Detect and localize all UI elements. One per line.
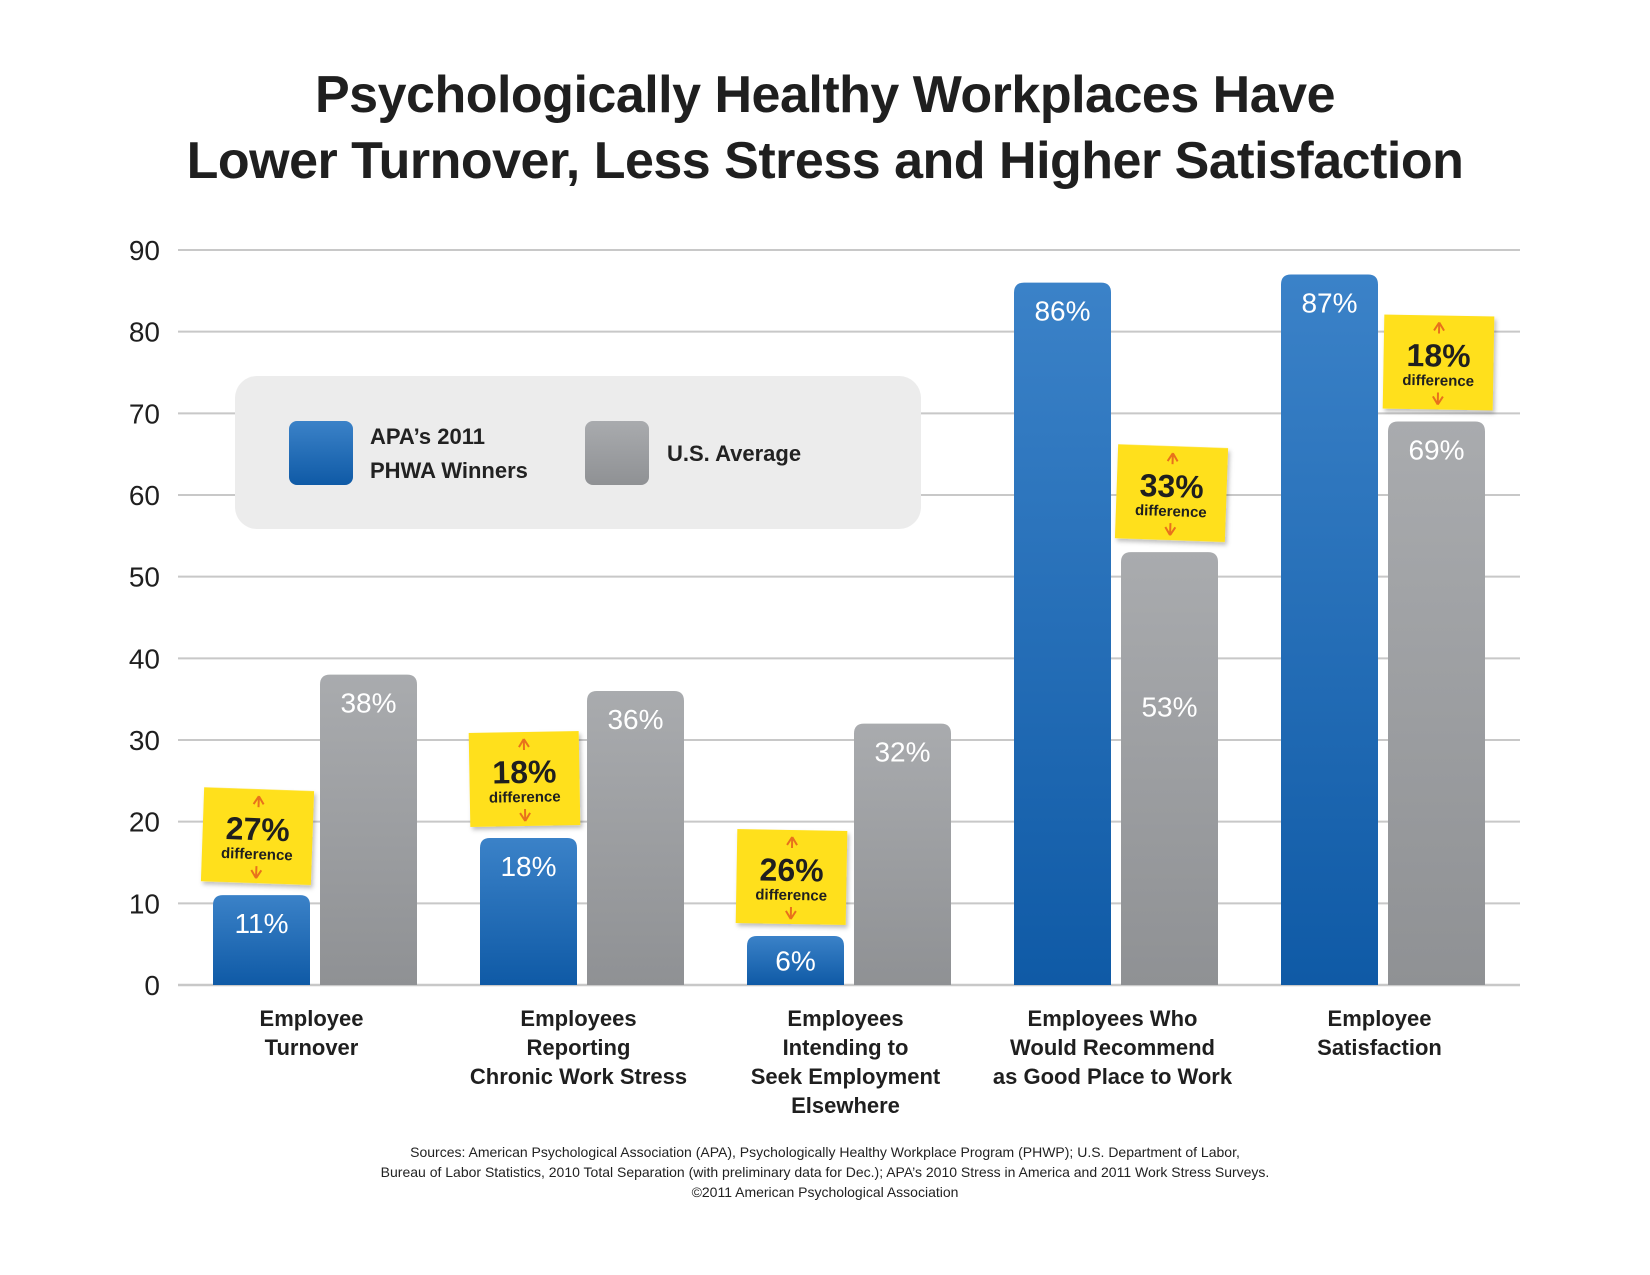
arrow-down-icon: [250, 866, 263, 879]
bar-value-label: 18%: [500, 851, 556, 882]
bar-apa: [747, 936, 844, 985]
arrow-down-icon: [785, 906, 797, 920]
difference-note: 26%difference: [735, 829, 848, 925]
legend-box: [235, 376, 921, 529]
difference-note-background: [1114, 444, 1229, 543]
chart-title-line-2: Lower Turnover, Less Stress and Higher S…: [186, 132, 1464, 190]
arrow-up-icon: [1433, 321, 1445, 334]
category-label: Employees: [520, 1006, 636, 1031]
arrow-up-icon: [786, 836, 798, 849]
copyright-line: ©2011 American Psychological Association: [691, 1184, 959, 1200]
bar-value-label: 69%: [1408, 435, 1464, 466]
category-label: Chronic Work Stress: [470, 1064, 687, 1089]
legend-swatch-apa: [289, 421, 353, 485]
difference-value: 33%: [1139, 467, 1204, 505]
difference-note-background: [735, 829, 848, 925]
bar-value-label: 6%: [775, 946, 815, 977]
category-label: Employees Who: [1028, 1006, 1198, 1031]
category-label: Satisfaction: [1317, 1035, 1442, 1060]
category-label: Elsewhere: [791, 1093, 900, 1118]
y-tick-label: 50: [129, 562, 160, 593]
y-tick-label: 40: [129, 643, 160, 674]
difference-notes: 27%difference18%difference26%difference3…: [200, 314, 1495, 925]
difference-word: difference: [221, 845, 293, 864]
bar-value-label: 87%: [1301, 288, 1357, 319]
category-label: as Good Place to Work: [993, 1064, 1233, 1089]
bar-us-average: [587, 691, 684, 985]
category-label: Intending to: [783, 1035, 909, 1060]
sources-footer: Sources: American Psychological Associat…: [0, 1142, 1650, 1202]
y-tick-label: 30: [129, 725, 160, 756]
arrow-up-icon: [252, 795, 265, 808]
difference-value: 18%: [492, 753, 557, 790]
bar-value-label: 36%: [607, 704, 663, 735]
y-tick-label: 90: [129, 235, 160, 266]
difference-value: 18%: [1406, 337, 1471, 374]
legend-label: U.S. Average: [667, 441, 801, 466]
bar-value-label: 86%: [1034, 296, 1090, 327]
difference-note-background: [1382, 314, 1495, 411]
difference-value: 27%: [225, 810, 290, 848]
category-label: Seek Employment: [751, 1064, 941, 1089]
category-label: Employee: [1328, 1006, 1432, 1031]
bar-value-label: 38%: [340, 688, 396, 719]
y-tick-label: 60: [129, 480, 160, 511]
bar-us-average: [320, 674, 417, 985]
y-tick-label: 80: [129, 317, 160, 348]
arrow-down-icon: [519, 808, 531, 822]
arrow-down-icon: [1164, 523, 1177, 536]
y-tick-label: 10: [129, 888, 160, 919]
category-label: Would Recommend: [1010, 1035, 1215, 1060]
y-tick-label: 70: [129, 398, 160, 429]
chart-title: Psychologically Healthy Workplaces Have …: [0, 62, 1650, 194]
category-labels: Employee Turnover Employees Reporting Chroni…: [260, 1006, 1442, 1118]
bar-us-average: [1121, 552, 1218, 985]
difference-note-background: [468, 731, 581, 827]
difference-note: 27%difference: [200, 787, 315, 886]
bar-apa: [213, 895, 310, 985]
legend: APA’s 2011 PHWA Winners U.S. Average: [235, 376, 921, 529]
difference-word: difference: [1402, 372, 1474, 390]
bar-value-label: 11%: [235, 908, 289, 939]
bars: 11% 38% 18% 36% 6% 32% 86% 53% 87% 69%: [213, 274, 1485, 986]
y-tick-label: 20: [129, 807, 160, 838]
difference-word: difference: [1135, 502, 1207, 521]
difference-word: difference: [755, 886, 827, 904]
category-label: Employee: [260, 1006, 364, 1031]
legend-swatch-us: [585, 421, 649, 485]
arrow-up-icon: [518, 738, 530, 751]
legend-label: APA’s 2011: [370, 424, 485, 449]
arrow-up-icon: [1166, 452, 1179, 465]
difference-note: 18%difference: [468, 731, 581, 827]
y-axis-ticks: 0 10 20 30 40 50 60 70 80 90: [129, 235, 160, 1001]
bar-us-average: [854, 723, 951, 985]
bar-apa: [1281, 274, 1378, 985]
bar-value-label: 32%: [874, 737, 930, 768]
category-label: Employees: [787, 1006, 903, 1031]
bar-us-average: [1388, 421, 1485, 985]
sources-line-1: Sources: American Psychological Associat…: [410, 1144, 1240, 1160]
difference-note-background: [200, 787, 315, 886]
chart-title-line-1: Psychologically Healthy Workplaces Have: [315, 66, 1336, 124]
sources-line-2: Bureau of Labor Statistics, 2010 Total S…: [380, 1164, 1270, 1180]
difference-value: 26%: [759, 851, 824, 888]
bar-value-label: 53%: [1141, 692, 1197, 723]
y-tick-label: 0: [144, 970, 160, 1001]
difference-word: difference: [489, 788, 561, 806]
difference-note: 33%difference: [1114, 444, 1229, 543]
difference-note: 18%difference: [1382, 314, 1495, 411]
legend-label: PHWA Winners: [370, 458, 528, 483]
category-label: Turnover: [265, 1035, 359, 1060]
bar-apa: [480, 838, 577, 985]
arrow-down-icon: [1432, 392, 1444, 406]
category-label: Reporting: [527, 1035, 631, 1060]
bar-apa: [1014, 282, 1111, 986]
